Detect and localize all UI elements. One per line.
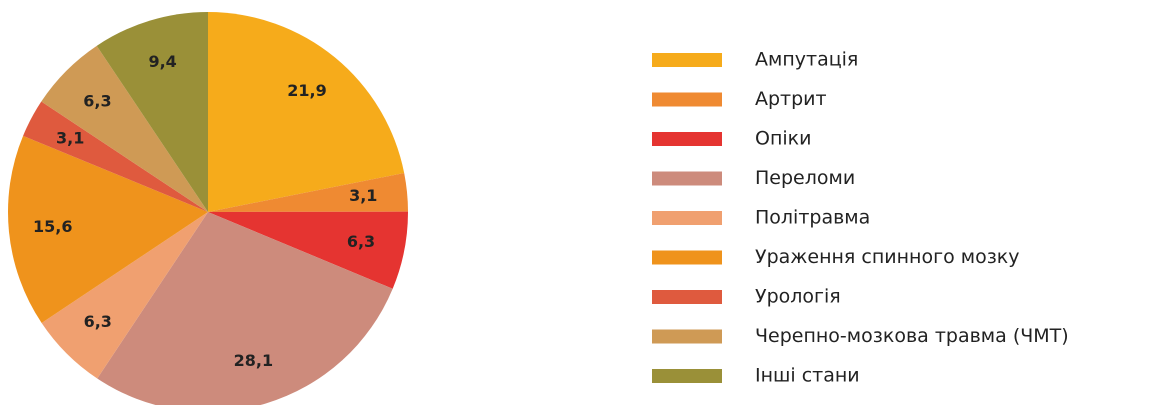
legend-label: Інші стани xyxy=(755,365,860,387)
legend-swatch xyxy=(652,369,722,383)
value-label: 6,3 xyxy=(84,312,112,331)
legend-swatch xyxy=(652,250,722,265)
legend-swatch xyxy=(652,171,722,186)
pie-slice xyxy=(41,212,209,379)
pie-slice xyxy=(8,135,209,324)
value-label: 15,6 xyxy=(33,217,72,236)
legend-label: Урологія xyxy=(755,286,841,308)
legend-swatch xyxy=(652,329,722,344)
legend-label: Опіки xyxy=(755,128,811,150)
pie-slice xyxy=(97,212,393,405)
legend-label: Ураження спинного мозку xyxy=(755,246,1020,268)
value-label: 28,1 xyxy=(234,351,273,370)
legend-swatch xyxy=(652,211,722,225)
pie-slice xyxy=(41,45,208,212)
pie-slice xyxy=(208,211,408,289)
legend-label: Переломи xyxy=(755,167,855,189)
legend-swatch xyxy=(652,53,722,67)
value-label: 3,1 xyxy=(349,186,377,205)
pie-slice xyxy=(96,12,208,212)
legend-label: Артрит xyxy=(755,88,827,110)
legend-label: Черепно-мозкова травма (ЧМТ) xyxy=(755,325,1069,347)
value-label: 21,9 xyxy=(287,81,326,100)
legend-label: Ампутація xyxy=(755,49,858,71)
legend-swatch xyxy=(652,132,722,146)
pie-slice xyxy=(208,12,405,212)
value-label: 6,3 xyxy=(83,91,111,110)
pie-slice xyxy=(208,173,408,212)
pie-slice xyxy=(23,101,208,212)
value-label: 6,3 xyxy=(347,232,375,251)
legend-swatch xyxy=(652,290,722,304)
value-label: 9,4 xyxy=(148,52,176,71)
legend-label: Політравма xyxy=(755,207,870,229)
value-label: 3,1 xyxy=(56,128,84,147)
legend-swatch xyxy=(652,92,722,107)
